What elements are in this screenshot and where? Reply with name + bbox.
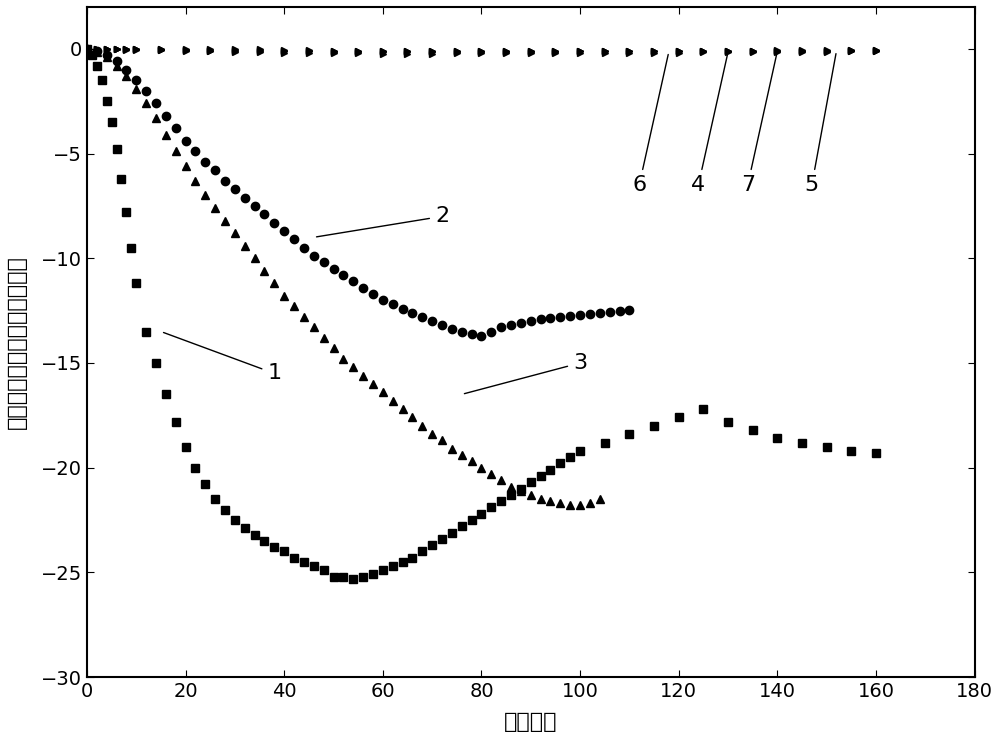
Text: 1: 1 — [164, 333, 281, 384]
Text: 4: 4 — [691, 55, 727, 195]
X-axis label: 循环次数: 循环次数 — [504, 712, 558, 732]
Text: 6: 6 — [632, 55, 668, 195]
Text: 5: 5 — [805, 54, 836, 195]
Text: 2: 2 — [317, 206, 449, 237]
Text: 7: 7 — [741, 54, 777, 195]
Y-axis label: 重量变化（毫克每平方厘米）: 重量变化（毫克每平方厘米） — [7, 255, 27, 429]
Text: 3: 3 — [464, 353, 587, 394]
